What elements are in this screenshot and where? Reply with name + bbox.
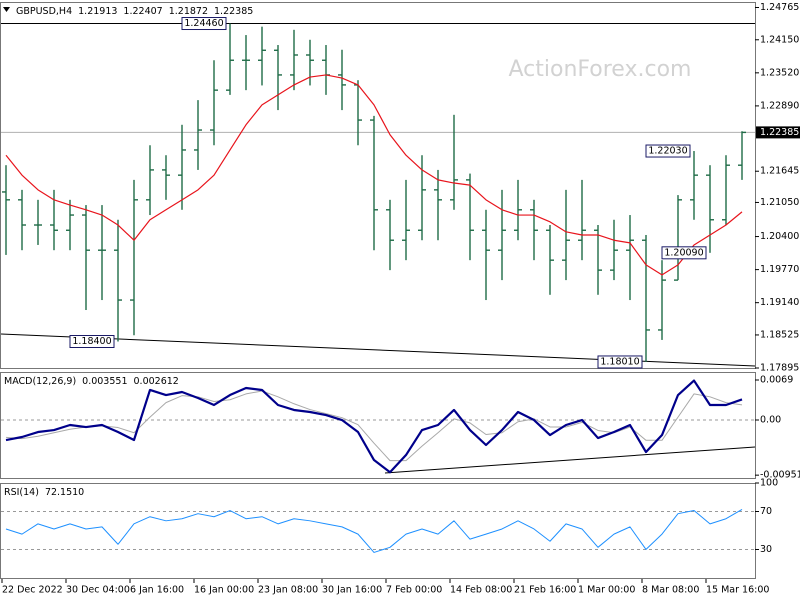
indicator-title: MACD(12,26,9) [4, 376, 76, 387]
header-value: 72.1510 [45, 487, 84, 498]
x-tick-label: 8 Mar 08:00 [642, 585, 699, 596]
price-annotation: 1.18010 [600, 356, 639, 367]
y-tick-label: 1.21050 [760, 197, 799, 208]
price-annotation: 1.18400 [72, 336, 111, 347]
header-value: 0.002612 [134, 376, 179, 387]
x-tick-label: 21 Feb 16:00 [514, 585, 576, 596]
header-value: 0.003551 [82, 376, 127, 387]
macd-trendline [384, 446, 756, 474]
last-price-box [756, 126, 800, 139]
moving-average [5, 74, 743, 276]
macd-panel [0, 372, 756, 479]
price-annotation-box [645, 144, 691, 158]
price-annotation: 1.24460 [184, 18, 223, 29]
last-price-label: 1.22385 [760, 127, 799, 138]
price-annotation-box [181, 17, 227, 31]
menu-arrow [3, 7, 10, 12]
price-annotation: 1.22030 [648, 146, 687, 157]
y-tick-label: 1.19140 [760, 297, 799, 308]
header-value: 1.22385 [214, 6, 253, 17]
x-tick-label: 16 Jan 00:00 [194, 585, 254, 596]
x-tick-label: 23 Jan 08:00 [258, 585, 318, 596]
y-tick-label: 1.19770 [760, 264, 799, 275]
y-tick-label: 30 [760, 544, 772, 555]
y-tick-label: 1.24150 [760, 34, 799, 45]
panel-header: RSI(14) 72.1510 [4, 487, 84, 498]
header-value: 1.22407 [123, 6, 162, 17]
price-annotation-box [597, 355, 643, 369]
rsi-panel [0, 483, 756, 579]
x-tick-label: 14 Feb 08:00 [450, 585, 512, 596]
price-annotation-box [661, 246, 707, 260]
x-tick-label: 6 Jan 16:00 [130, 585, 184, 596]
panel-header: MACD(12,26,9) 0.003551 0.002612 [4, 376, 179, 387]
x-tick-label: 30 Dec 04:00 [66, 585, 130, 596]
x-tick-label: 7 Feb 00:00 [386, 585, 442, 596]
y-tick-label: 1.23520 [760, 67, 799, 78]
header-value: 1.21872 [169, 6, 208, 17]
indicator-title: RSI(14) [4, 487, 39, 498]
price-annotation: 1.20090 [664, 247, 703, 258]
y-tick-label: 1.18525 [760, 329, 799, 340]
rsi-line [5, 509, 743, 553]
x-tick-label: 15 Mar 16:00 [706, 585, 769, 596]
y-tick-label: 70 [760, 506, 772, 517]
y-tick-label: -0.00951 [760, 470, 800, 481]
indicator-title: GBPUSD,H4 [16, 6, 72, 17]
y-tick-label: 1.21645 [760, 166, 799, 177]
y-tick-label: 0.00 [760, 415, 781, 426]
y-tick-label: 1.17895 [760, 363, 799, 374]
y-tick-label: 1.24765 [760, 2, 799, 13]
y-tick-label: 100 [760, 478, 778, 489]
x-tick-label: 22 Dec 2022 [2, 585, 63, 596]
x-tick-label: 30 Jan 16:00 [322, 585, 382, 596]
y-tick-label: 1.20400 [760, 231, 799, 242]
price-panel [0, 2, 756, 369]
y-tick-label: 1.22890 [760, 100, 799, 111]
watermark: ActionForex.com [509, 57, 692, 82]
header-value: 1.21913 [78, 6, 117, 17]
panel-header: GBPUSD,H4 1.21913 1.22407 1.21872 1.22385 [16, 6, 253, 17]
price-annotation-box [69, 335, 115, 349]
macd-line [5, 379, 743, 474]
y-tick-label: 0.0069 [760, 375, 793, 386]
x-tick-label: 1 Mar 00:00 [578, 585, 635, 596]
